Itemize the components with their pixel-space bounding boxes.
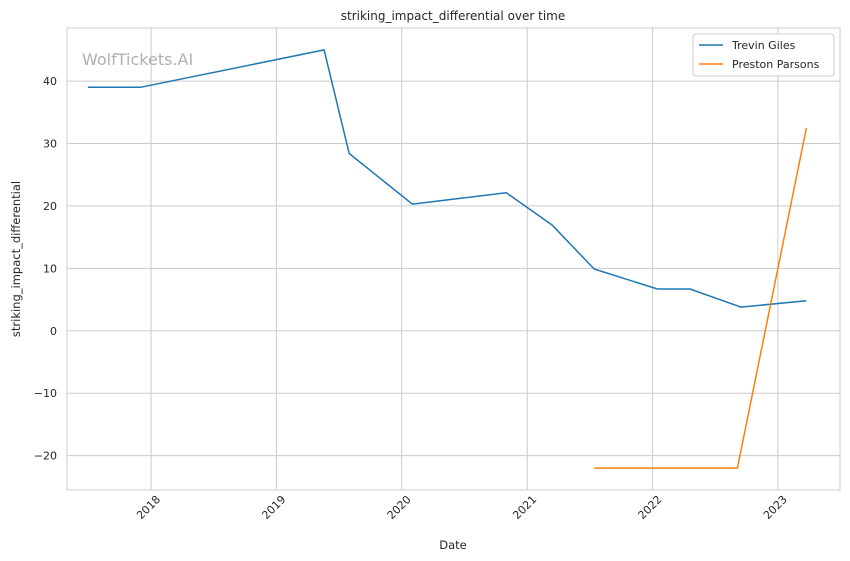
y-tick-label: 40 — [43, 75, 57, 88]
plot-area — [67, 28, 840, 490]
legend-label: Preston Parsons — [732, 58, 820, 71]
x-axis-ticks: 2018 2019 2020 2021 2022 2023 — [134, 493, 790, 522]
x-tick-label: 2023 — [761, 493, 790, 522]
y-axis-ticks: 40 30 20 10 0 −10 −20 — [34, 75, 57, 463]
y-tick-label: −20 — [34, 450, 57, 463]
chart-title: striking_impact_differential over time — [341, 9, 566, 23]
y-tick-label: 30 — [43, 138, 57, 151]
watermark: WolfTickets.AI — [82, 50, 193, 69]
legend-box — [692, 33, 835, 77]
series-layer — [87, 49, 808, 469]
x-tick-label: 2019 — [259, 493, 288, 522]
x-axis-label: Date — [439, 538, 467, 552]
x-tick-label: 2018 — [134, 493, 163, 522]
x-tick-label: 2022 — [636, 493, 665, 522]
y-tick-label: 10 — [43, 262, 57, 275]
y-tick-label: −10 — [34, 387, 57, 400]
x-tick-label: 2021 — [510, 493, 539, 522]
grid-lines — [67, 28, 840, 490]
legend: Trevin Giles Preston Parsons — [692, 33, 835, 77]
x-tick-label: 2020 — [385, 493, 414, 522]
y-axis-label: striking_impact_differential — [9, 181, 23, 337]
y-tick-label: 20 — [43, 200, 57, 213]
series-line-0 — [87, 49, 807, 308]
y-tick-label: 0 — [50, 325, 57, 338]
plot-frame — [66, 27, 841, 491]
legend-label: Trevin Giles — [731, 39, 796, 52]
